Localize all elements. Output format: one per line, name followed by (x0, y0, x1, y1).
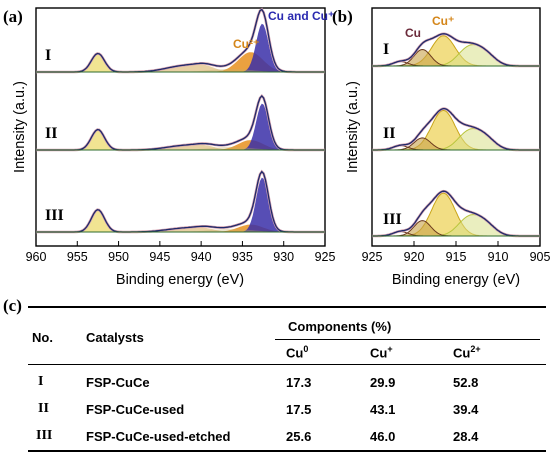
row-3-no: III (36, 428, 53, 443)
series-label-I: I (383, 41, 389, 58)
panel-a-ylabel: Intensity (a.u.) (12, 81, 28, 173)
series-II: II (372, 107, 540, 152)
x-tick-label: 935 (232, 250, 253, 264)
series-III: III (372, 189, 540, 238)
row-2-cu0: 17.5 (286, 402, 312, 417)
components-rule (275, 339, 540, 340)
panel-a-frame (35, 7, 326, 247)
row-1-cu0: 17.3 (286, 375, 312, 390)
background-tail (36, 146, 325, 150)
series-label-I: I (45, 47, 51, 64)
fit-envelope-line (36, 95, 325, 151)
background-tail (36, 68, 325, 72)
background-tail (36, 228, 325, 232)
panel-a-xlabel: Binding energy (eV) (116, 272, 244, 288)
row-3-catalyst: FSP-CuCe-used-etched (86, 429, 231, 444)
x-tick-label: 925 (315, 250, 336, 264)
satellite-component (36, 144, 325, 150)
panel-c-label: (c) (3, 296, 22, 315)
subheader-cuplus: Cu+ (370, 344, 393, 361)
series-I: I (372, 32, 540, 68)
x-tick-label: 940 (191, 250, 212, 264)
series-label-III: III (45, 207, 64, 224)
annotation-cu: Cu (405, 26, 421, 40)
panel-a-label: (a) (3, 7, 23, 26)
x-tick-label: 920 (404, 250, 425, 264)
row-3-cu2plus: 28.4 (453, 429, 479, 444)
fit-envelope-line (36, 170, 325, 233)
row-3-cuplus: 46.0 (370, 429, 396, 444)
row-1-catalyst: FSP-CuCe (86, 375, 150, 390)
panel-b-xlabel: Binding energy (eV) (392, 272, 520, 288)
panel-b-label: (b) (332, 7, 353, 26)
row-2-catalyst: FSP-CuCe-used (86, 402, 185, 417)
x-tick-label: 930 (273, 250, 294, 264)
annotation-cu-and-cuplus: Cu and Cu⁺ (268, 9, 334, 23)
series-label-II: II (45, 125, 57, 142)
header-no: No. (32, 330, 53, 345)
components-table: (c) No. Catalysts Components (%) Cu0 Cu+… (0, 292, 550, 455)
series-label-III: III (383, 211, 402, 228)
row-1-cu2plus: 52.8 (453, 375, 479, 390)
subheader-cu0: Cu0 (286, 344, 309, 361)
row-2-no: II (38, 401, 49, 416)
row-2-cuplus: 43.1 (370, 402, 396, 417)
series-III: III (36, 169, 325, 234)
raw-spectrum-line (36, 169, 325, 234)
header-components: Components (%) (288, 319, 392, 334)
row-1-no: I (38, 374, 44, 389)
series-II: II (36, 94, 325, 152)
fit-envelope-line (36, 8, 325, 73)
cu-cuplus-component (36, 177, 325, 232)
series-label-II: II (383, 125, 395, 142)
table-bottom-rule (28, 450, 546, 452)
header-bottom-rule (28, 364, 546, 365)
satellite-component (36, 64, 325, 72)
x-tick-label: 945 (149, 250, 170, 264)
x-tick-label: 960 (26, 250, 47, 264)
row-2-cu2plus: 39.4 (453, 402, 479, 417)
x-tick-label: 905 (530, 250, 550, 264)
x-tick-label: 955 (67, 250, 88, 264)
cu-cuplus-component (36, 23, 325, 72)
panel-b-ylabel: Intensity (a.u.) (345, 81, 361, 173)
x-tick-label: 915 (446, 250, 467, 264)
series-I: I (36, 7, 325, 74)
annotation-cu2plus: Cu²⁺ (233, 37, 259, 51)
cu-cuplus-component (36, 103, 325, 150)
raw-spectrum-line (36, 94, 325, 152)
satellite-component (36, 227, 325, 232)
x-tick-label: 925 (362, 250, 383, 264)
header-catalysts: Catalysts (86, 330, 144, 345)
x-tick-label: 950 (108, 250, 129, 264)
annotation-cuplus: Cu⁺ (432, 14, 454, 28)
row-1-cuplus: 29.9 (370, 375, 396, 390)
subheader-cu2plus: Cu2+ (453, 344, 481, 361)
row-3-cu0: 25.6 (286, 429, 312, 444)
table-top-rule (28, 306, 546, 308)
x-tick-label: 910 (488, 250, 509, 264)
